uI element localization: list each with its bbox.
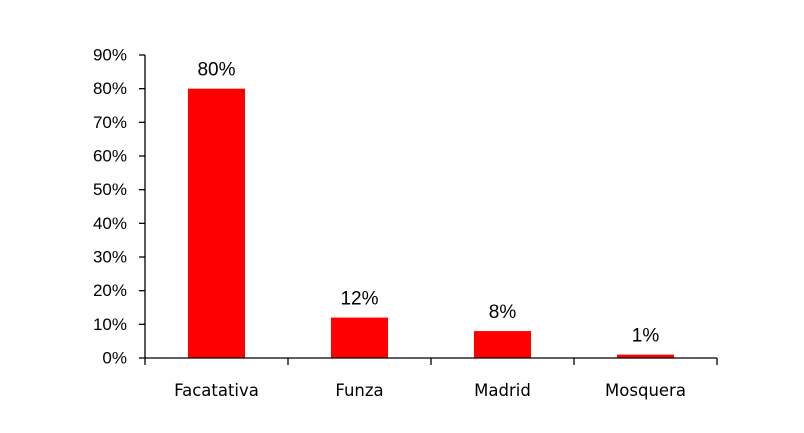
data-label: 80% xyxy=(197,60,235,81)
x-tick-label: Mosquera xyxy=(605,381,686,400)
bar xyxy=(474,331,531,358)
bar-series xyxy=(188,88,674,359)
y-tick-label: 30% xyxy=(93,248,127,267)
bar xyxy=(188,88,245,359)
y-tick-label: 40% xyxy=(93,214,127,233)
y-tick-label: 0% xyxy=(102,349,127,368)
y-tick-label: 50% xyxy=(93,180,127,199)
y-axis-ticks: 0% 10% 20% 30% 40% 50% 60% 70% 80% 90% xyxy=(93,46,145,368)
x-tick-label: Facatativa xyxy=(174,381,259,400)
data-labels: 80% 12% 8% 1% xyxy=(197,60,659,347)
x-axis-ticks: Facatativa Funza Madrid Mosquera xyxy=(144,358,718,400)
y-tick-label: 60% xyxy=(93,147,127,166)
data-label: 8% xyxy=(489,302,517,323)
data-label: 12% xyxy=(340,289,378,310)
bar xyxy=(617,354,674,358)
x-tick-label: Funza xyxy=(335,381,383,400)
y-tick-label: 70% xyxy=(93,113,127,132)
y-tick-label: 90% xyxy=(93,46,127,65)
y-tick-label: 20% xyxy=(93,281,127,300)
data-label: 1% xyxy=(632,326,660,347)
y-tick-label: 80% xyxy=(93,79,127,98)
x-tick-label: Madrid xyxy=(474,381,531,400)
bar xyxy=(331,317,388,358)
y-tick-label: 10% xyxy=(93,315,127,334)
